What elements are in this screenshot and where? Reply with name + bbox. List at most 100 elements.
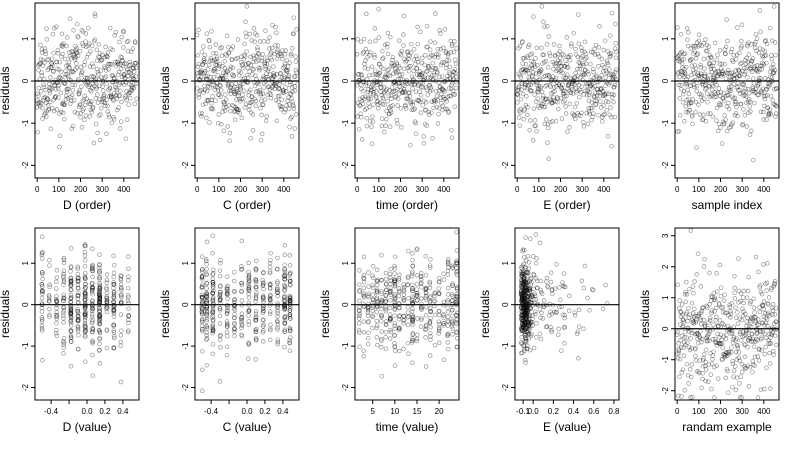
x-tick-label: 0.4 xyxy=(277,407,289,416)
residual-point xyxy=(125,254,131,259)
residual-point xyxy=(237,82,243,87)
residual-point xyxy=(693,66,699,71)
residual-point xyxy=(210,79,216,84)
residual-point xyxy=(752,90,757,95)
residual-point xyxy=(58,90,64,96)
residual-point xyxy=(415,24,420,30)
residual-point xyxy=(53,297,59,302)
residual-point xyxy=(454,229,459,235)
residual-point xyxy=(358,71,364,77)
residual-point xyxy=(414,273,420,278)
residual-point xyxy=(380,66,386,71)
residual-point xyxy=(398,51,403,56)
residual-point xyxy=(57,59,63,65)
residual-point xyxy=(228,108,233,114)
residual-point xyxy=(94,66,100,72)
residual-point xyxy=(389,85,395,90)
residual-point xyxy=(54,298,59,304)
residual-point xyxy=(415,316,420,321)
residual-point xyxy=(706,84,712,89)
residual-point xyxy=(112,84,118,90)
residual-point xyxy=(770,70,776,75)
residual-point xyxy=(379,318,384,324)
residual-point xyxy=(611,73,616,78)
residual-point xyxy=(130,84,135,90)
residual-point xyxy=(420,102,425,108)
residual-point xyxy=(291,15,297,20)
residual-point xyxy=(118,333,124,338)
residual-point xyxy=(580,72,586,78)
residual-point xyxy=(67,65,72,71)
residual-point xyxy=(557,60,563,65)
residual-point xyxy=(90,373,96,378)
residual-point xyxy=(264,71,269,76)
residual-point xyxy=(47,81,52,87)
residual-point xyxy=(530,138,536,143)
residual-point xyxy=(577,66,583,72)
residual-point xyxy=(63,72,69,78)
residual-point xyxy=(357,344,362,350)
residual-point xyxy=(523,61,529,67)
residual-point xyxy=(83,290,88,296)
residual-point xyxy=(61,296,67,302)
residual-point xyxy=(709,93,714,99)
residual-point xyxy=(50,63,55,68)
residual-point xyxy=(97,312,103,318)
residual-point xyxy=(95,100,101,105)
residual-point xyxy=(234,87,240,92)
residual-point xyxy=(254,59,259,64)
residual-point xyxy=(767,82,772,88)
x-tick-label: 0 xyxy=(515,185,520,194)
residual-point xyxy=(581,63,586,68)
residual-point xyxy=(68,287,74,293)
residual-point xyxy=(252,31,258,36)
residual-point xyxy=(224,324,230,329)
residual-point xyxy=(122,61,127,67)
residual-point xyxy=(705,111,711,116)
residual-point xyxy=(710,87,715,93)
residual-point xyxy=(698,329,703,334)
residual-point xyxy=(202,83,207,89)
residual-point xyxy=(516,85,521,91)
residual-point xyxy=(583,88,588,93)
residual-point xyxy=(82,59,88,64)
residual-point xyxy=(200,70,205,76)
residual-point xyxy=(61,298,66,303)
residual-point xyxy=(112,91,117,96)
residual-point xyxy=(743,61,749,66)
residual-point xyxy=(74,61,79,66)
x-tick-label: 200 xyxy=(554,185,568,194)
residual-point xyxy=(576,41,582,47)
residual-point xyxy=(83,329,88,334)
residual-point xyxy=(47,314,52,319)
residual-point xyxy=(95,130,100,136)
residual-point xyxy=(602,111,607,117)
residual-point xyxy=(538,86,543,91)
residual-point xyxy=(370,264,376,269)
residual-point xyxy=(573,86,579,91)
residual-point xyxy=(761,307,767,312)
residual-point xyxy=(68,281,74,286)
residual-point xyxy=(379,373,385,379)
residual-point xyxy=(355,100,361,106)
residual-point xyxy=(716,86,722,91)
residual-point xyxy=(401,346,406,352)
residual-point xyxy=(552,89,557,94)
residual-point xyxy=(426,64,432,69)
residual-point xyxy=(54,305,59,311)
residual-point xyxy=(723,51,728,57)
residual-point xyxy=(123,136,129,141)
residual-point xyxy=(575,111,580,116)
residual-point xyxy=(534,278,540,284)
residual-point xyxy=(757,46,763,51)
residual-point xyxy=(105,50,111,55)
residual-point xyxy=(216,66,221,72)
residual-point xyxy=(90,81,95,86)
y-axis-label: residuals xyxy=(0,66,12,114)
residual-point xyxy=(269,45,275,51)
residual-point xyxy=(419,60,425,66)
residual-point xyxy=(61,315,66,321)
residual-point xyxy=(218,94,224,99)
residual-point xyxy=(737,91,743,96)
residual-point xyxy=(710,63,715,69)
